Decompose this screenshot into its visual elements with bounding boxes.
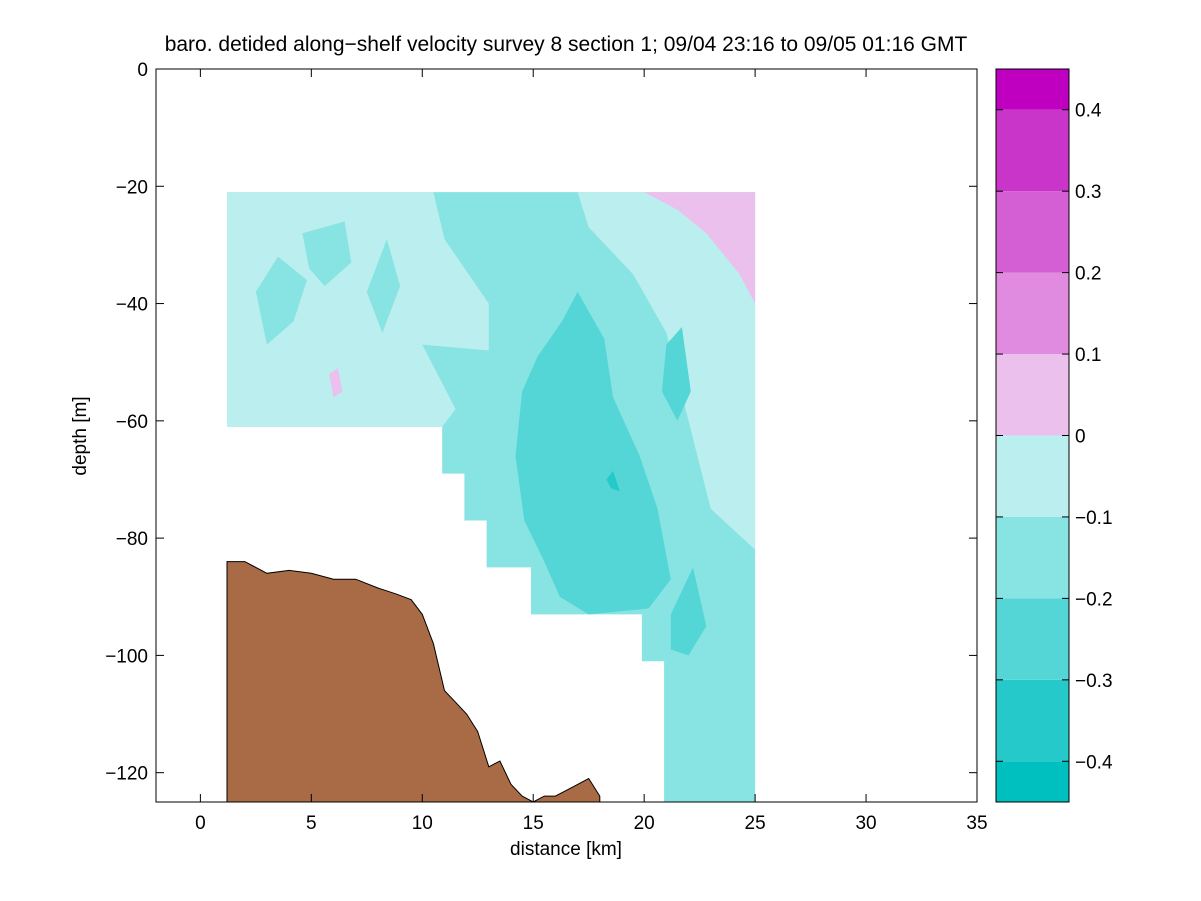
y-tick-label: 0: [137, 60, 148, 81]
colorbar-swatch: [996, 109, 1069, 192]
plot-frame: [155, 68, 978, 803]
colorbar-swatch: [996, 191, 1069, 273]
y-axis-label: depth [m]: [70, 396, 91, 475]
colorbar-swatch: [996, 679, 1069, 762]
x-tick-label: 20: [634, 813, 655, 834]
colorbar: [996, 69, 1069, 802]
x-axis: 0 5 10 15 20 25 30 35: [195, 69, 988, 834]
colorbar-tick-label: 0: [1075, 427, 1086, 448]
colorbar-swatch: [996, 69, 1069, 110]
x-tick-label: 25: [745, 813, 766, 834]
x-tick-label: 30: [855, 813, 876, 834]
x-tick-label: 35: [966, 813, 987, 834]
contour-east-band: [577, 192, 756, 550]
x-tick-label: 0: [195, 813, 206, 834]
colorbar-tick-label: 0.4: [1075, 101, 1102, 122]
y-axis: 0 −20 −40 −60 −80 −100 −120: [105, 60, 977, 785]
y-tick-label: −20: [116, 177, 148, 198]
contour-core-patch: [661, 327, 691, 421]
y-tick-label: −40: [116, 295, 148, 316]
x-axis-label: distance [km]: [510, 839, 622, 860]
contour-core-patch: [670, 567, 707, 656]
x-tick-label: 10: [412, 813, 433, 834]
x-tick-label: 15: [523, 813, 544, 834]
contour-positive-spot: [329, 368, 343, 398]
colorbar-swatch: [996, 598, 1069, 680]
contour-positive-corner: [644, 192, 756, 304]
contour-core: [515, 291, 671, 615]
colorbar-tick-label: −0.4: [1075, 752, 1113, 773]
velocity-contours: [226, 192, 756, 802]
colorbar-tick-label: −0.1: [1075, 508, 1113, 529]
colorbar-swatch: [996, 516, 1069, 599]
colorbar-swatch: [996, 354, 1069, 436]
contour-strong-spot: [606, 470, 620, 492]
y-tick-label: −100: [105, 646, 148, 667]
colorbar-tick-label: −0.2: [1075, 589, 1113, 610]
chart-title: baro. detided along−shelf velocity surve…: [165, 33, 968, 56]
bathymetry-fill: [226, 561, 601, 802]
colorbar-tick-label: 0.3: [1075, 182, 1101, 203]
colorbar-ticks: 0.4 0.3 0.2 0.1 0 −0.1 −0.2 −0.3 −0.4: [996, 101, 1113, 773]
colorbar-swatch: [996, 272, 1069, 355]
y-tick-label: −80: [116, 529, 148, 550]
colorbar-tick-label: 0.1: [1075, 345, 1101, 366]
x-tick-label: 5: [306, 813, 317, 834]
colorbar-tick-label: 0.2: [1075, 264, 1101, 285]
colorbar-swatch: [996, 761, 1069, 802]
contour-pocket: [302, 221, 352, 286]
y-tick-label: −120: [105, 764, 148, 785]
contour-pocket: [366, 239, 401, 333]
contour-pocket: [255, 256, 307, 345]
y-tick-label: −60: [116, 412, 148, 433]
colorbar-tick-label: −0.3: [1075, 671, 1113, 692]
contour-shallow-band: [227, 192, 489, 427]
colorbar-swatch: [996, 435, 1069, 517]
